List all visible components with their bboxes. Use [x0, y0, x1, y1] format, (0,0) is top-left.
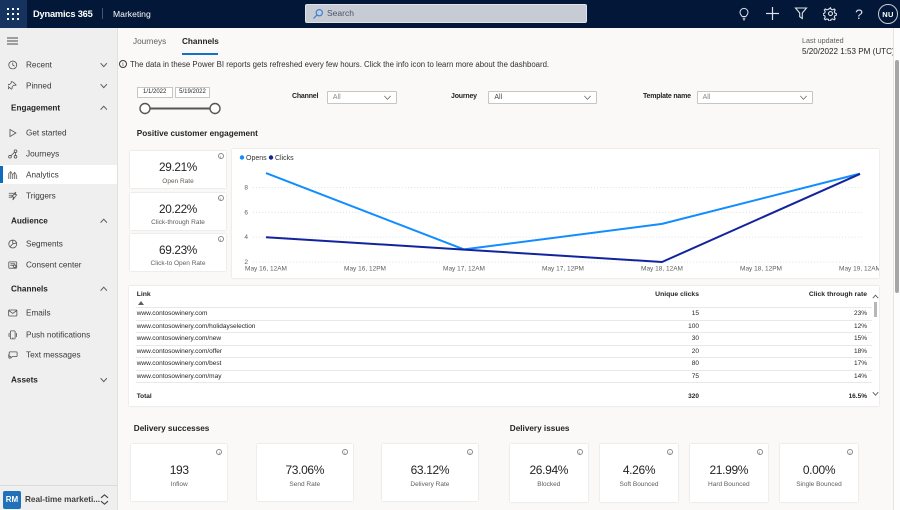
svg-text:Opens: Opens	[246, 155, 267, 162]
svg-text:Clicks: Clicks	[275, 155, 294, 162]
svg-text:4: 4	[244, 234, 248, 241]
svg-text:2: 2	[244, 259, 248, 266]
svg-text:May 18, 12AM: May 18, 12AM	[641, 265, 683, 272]
svg-text:May 18, 12PM: May 18, 12PM	[740, 265, 782, 272]
svg-text:May 17, 12PM: May 17, 12PM	[542, 265, 584, 272]
svg-text:May 16, 12AM: May 16, 12AM	[245, 265, 287, 272]
svg-text:May 16, 12PM: May 16, 12PM	[344, 265, 386, 272]
svg-text:6: 6	[244, 209, 248, 216]
svg-text:8: 8	[244, 184, 248, 191]
svg-text:May 19, 12AM: May 19, 12AM	[839, 265, 879, 272]
svg-text:May 17, 12AM: May 17, 12AM	[443, 265, 485, 272]
